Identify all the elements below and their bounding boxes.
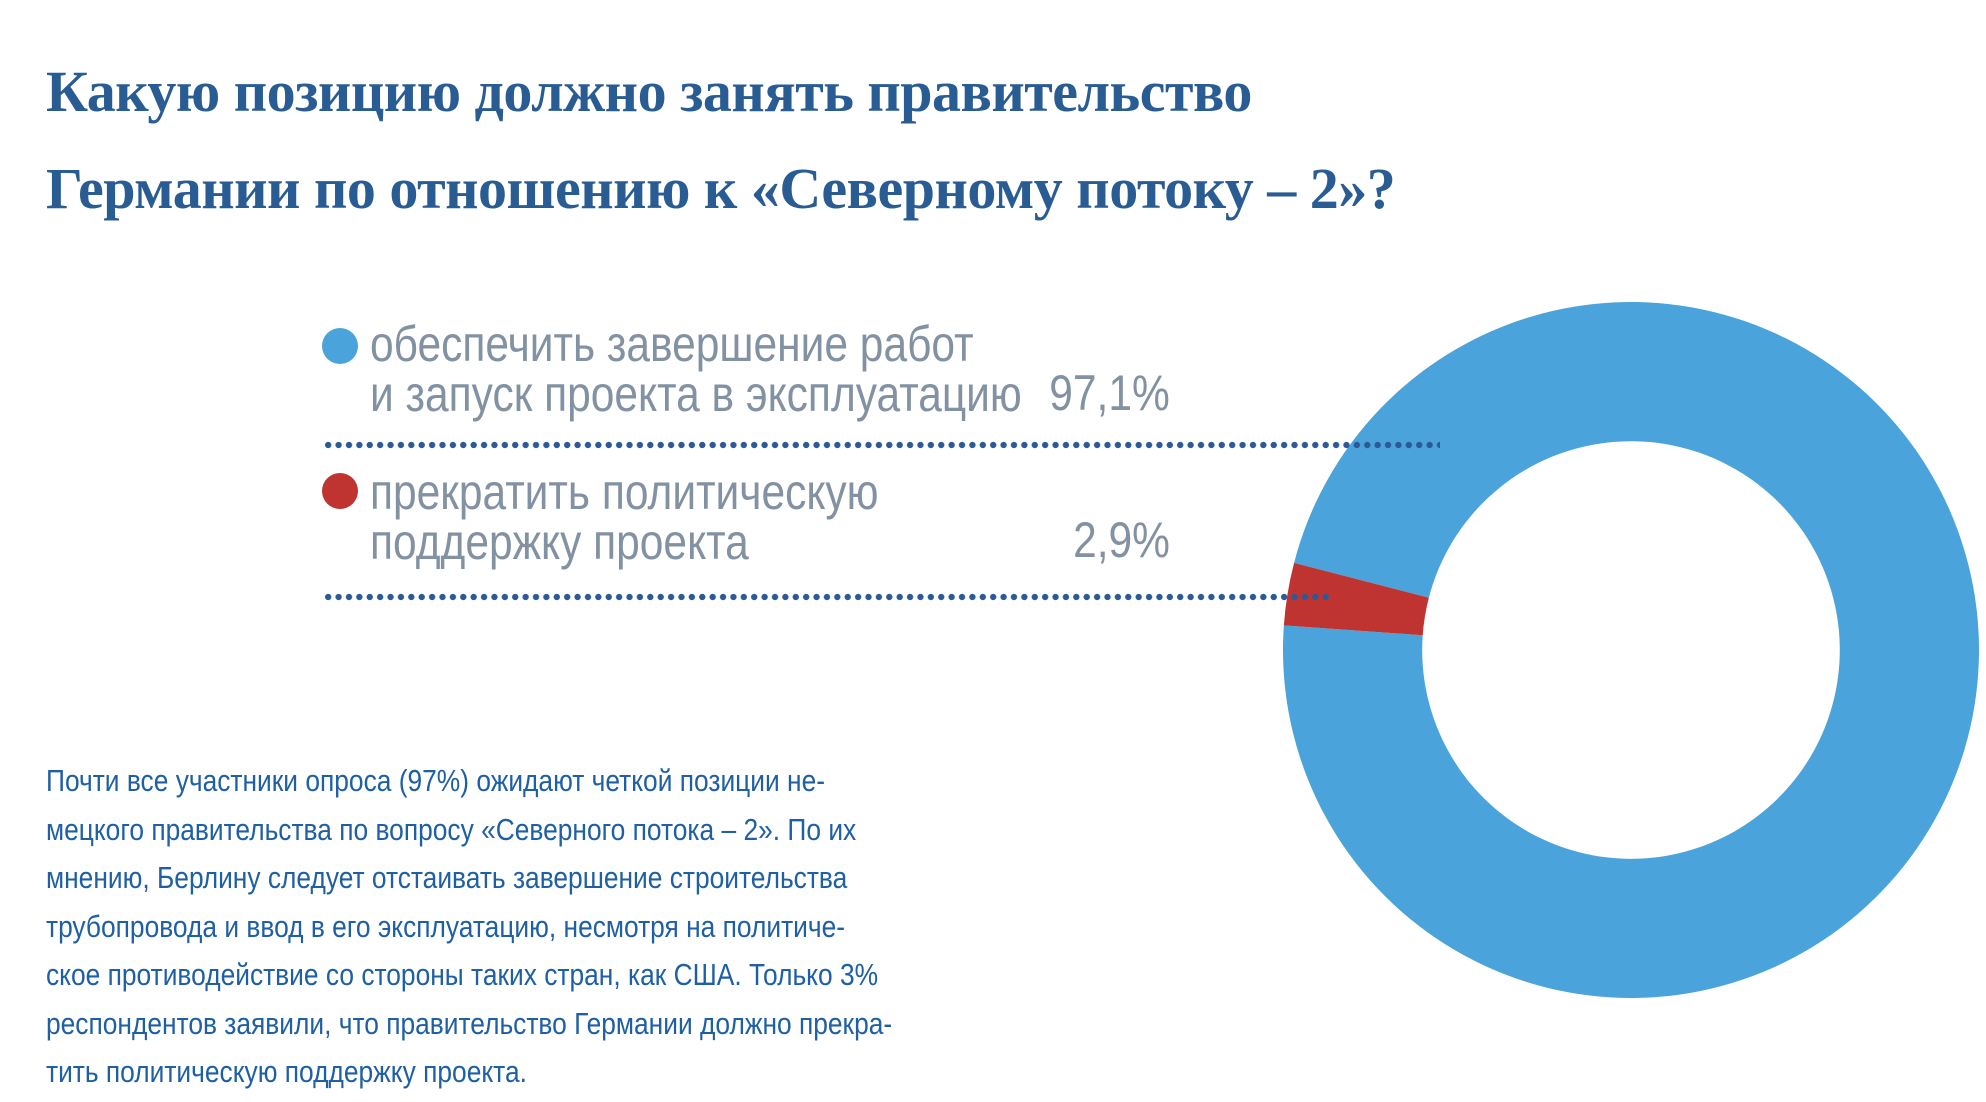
summary-paragraph-line: трубопровода и ввод в его эксплуатацию, … bbox=[46, 908, 846, 944]
legend-value: 2,9% bbox=[1073, 512, 1170, 568]
summary-paragraph-line: тить политическую поддержку проекта. bbox=[46, 1054, 527, 1089]
legend-value: 97,1% bbox=[1049, 365, 1170, 421]
donut-chart bbox=[1281, 300, 1981, 1000]
legend-marker-red-icon bbox=[322, 473, 358, 509]
legend-marker-blue-icon bbox=[322, 328, 358, 364]
legend-label-line: прекратить политическую bbox=[370, 464, 879, 520]
page-title-line: Какую позицию должно занять правительств… bbox=[46, 58, 1252, 124]
dotted-leader-line bbox=[323, 591, 1330, 603]
summary-paragraph-line: мнению, Берлину следует отстаивать завер… bbox=[46, 860, 848, 895]
dotted-leader-line bbox=[323, 439, 1440, 451]
summary-paragraph-line: Почти все участники опроса (97%) ожидают… bbox=[46, 763, 825, 798]
legend-label-line: обеспечить завершение работ bbox=[370, 316, 974, 372]
legend-label: прекратить политическую поддержку проект… bbox=[370, 467, 879, 567]
summary-paragraph-line: мецкого правительства по вопросу «Северн… bbox=[46, 811, 857, 847]
summary-paragraph: Почти все участники опроса (97%) ожидают… bbox=[46, 757, 892, 1097]
legend-label-line: поддержку проекта bbox=[370, 514, 749, 570]
summary-paragraph-line: ское противодействие со стороны таких ст… bbox=[46, 957, 879, 992]
donut-svg bbox=[1282, 301, 1979, 998]
summary-paragraph-line: респондентов заявили, что правительство … bbox=[46, 1005, 893, 1041]
legend-label-line: и запуск проекта в эксплуатацию bbox=[370, 366, 1022, 422]
page-title: Какую позицию должно занять правительств… bbox=[46, 43, 1396, 237]
donut-slice bbox=[1282, 301, 1979, 998]
donut-slice bbox=[1283, 562, 1429, 636]
page-title-line: Германии по отношению к «Северному поток… bbox=[46, 155, 1396, 221]
legend-label: обеспечить завершение работ и запуск про… bbox=[370, 319, 1022, 419]
